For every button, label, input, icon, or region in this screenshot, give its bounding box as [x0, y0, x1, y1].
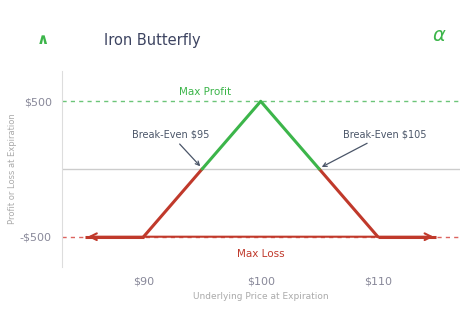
Text: Break-Even $105: Break-Even $105: [323, 129, 426, 166]
Text: Break-Even $95: Break-Even $95: [132, 129, 209, 165]
Text: α: α: [433, 26, 446, 45]
Text: ∧: ∧: [36, 32, 49, 46]
Text: Max Profit: Max Profit: [179, 87, 231, 97]
Y-axis label: Profit or Loss at Expiration: Profit or Loss at Expiration: [8, 114, 17, 224]
Text: Iron Butterfly: Iron Butterfly: [104, 32, 201, 47]
X-axis label: Underlying Price at Expiration: Underlying Price at Expiration: [193, 292, 328, 301]
Text: Max Loss: Max Loss: [237, 249, 284, 259]
